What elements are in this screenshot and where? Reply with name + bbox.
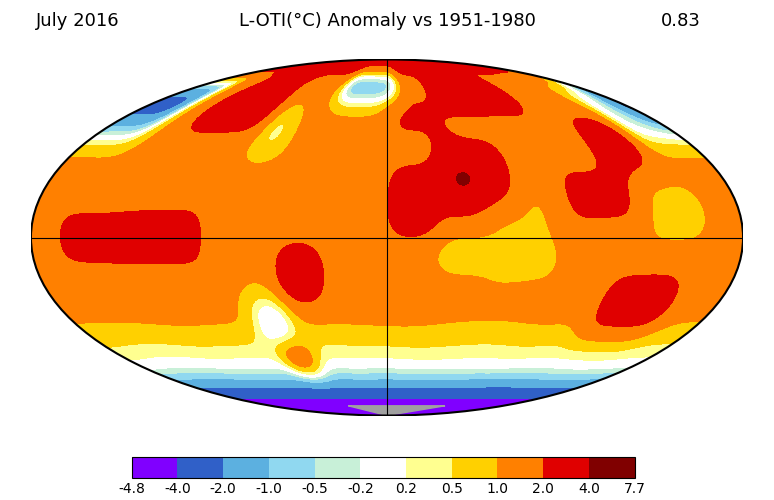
Point: [381, 234, 393, 241]
Point: [381, 234, 393, 241]
Polygon shape: [348, 406, 445, 415]
Point: [381, 234, 393, 241]
Point: [381, 234, 393, 241]
Point: [381, 234, 393, 241]
Point: [381, 234, 393, 241]
Point: [381, 234, 393, 241]
Point: [381, 234, 393, 241]
Point: [381, 234, 393, 241]
Point: [381, 234, 393, 241]
Point: [381, 234, 393, 241]
Point: [381, 234, 393, 241]
Text: L-OTI(°C) Anomaly vs 1951-1980: L-OTI(°C) Anomaly vs 1951-1980: [238, 12, 536, 30]
Point: [381, 234, 393, 241]
Text: July 2016: July 2016: [36, 12, 119, 30]
Text: 0.83: 0.83: [661, 12, 701, 30]
